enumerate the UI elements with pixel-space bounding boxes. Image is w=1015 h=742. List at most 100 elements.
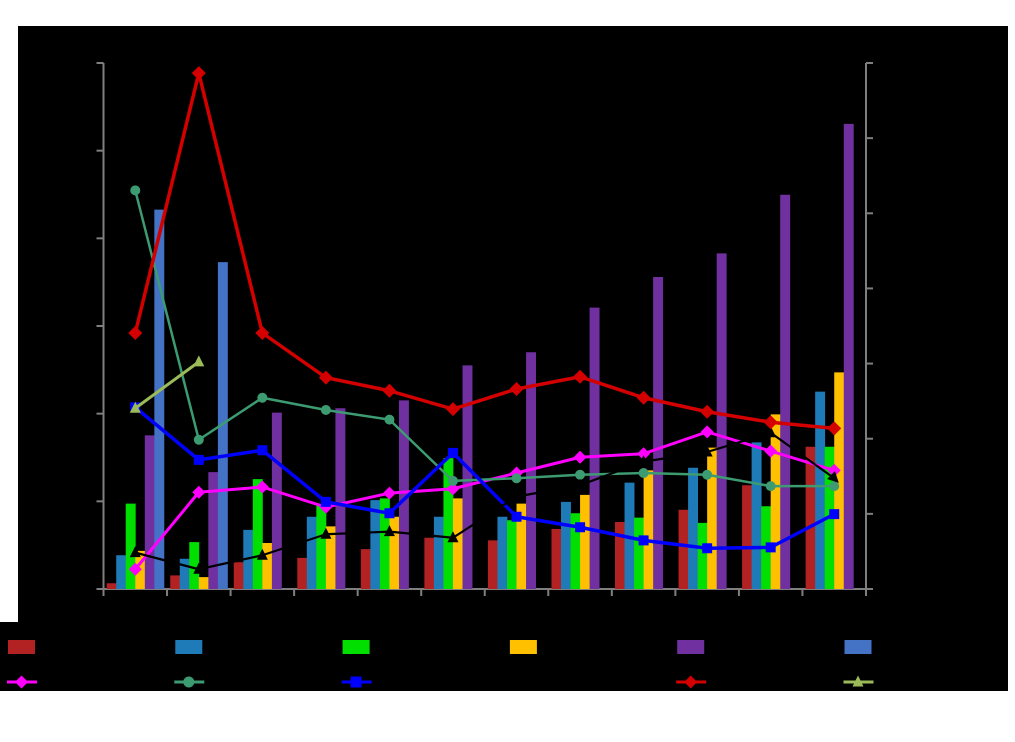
line-red-marker-cat12 [827,421,842,436]
line-black-marker-cat7 [511,490,523,502]
bar-bars-dark-red-cat10 [678,509,689,589]
line-sea-green-marker-cat2 [193,434,204,445]
line-magenta-marker-cat12 [827,463,841,477]
legend-line-marker-5 [684,675,698,689]
line-yellow-green [133,360,201,410]
line-red-marker-cat5 [382,383,397,398]
bar-bars-purple-cat4 [335,408,346,589]
line-blue-marker-cat5 [384,508,395,519]
bar-bars-steel-blue-cat2 [179,558,190,589]
legend-bar-swatch-1 [8,640,35,654]
bar-bars-dark-red-cat1 [106,583,117,589]
line-black-marker-cat12 [827,471,839,483]
bar-bars-dark-red-cat8 [551,529,562,589]
line-blue-marker-cat7 [511,511,522,522]
bar-bars-dark-red-cat3 [233,562,244,589]
bar-bars-gold-cat8 [580,494,590,589]
bar-bars-purple-cat6 [462,365,473,589]
bar-bars-gold-cat7 [516,503,527,589]
bar-bars-purple-cat8 [589,307,600,589]
line-magenta-marker-cat8 [573,450,587,464]
bar-bars-green-cat8 [570,513,581,589]
line-black-marker-cat5 [383,525,395,537]
line-magenta-marker-cat9 [637,447,651,461]
legend-line-marker-1 [15,675,28,689]
line-blue [133,405,836,550]
line-sea-green-marker-cat7 [511,473,522,484]
line-blue-marker-cat10 [702,543,713,554]
line-red-marker-cat7 [509,382,524,396]
bar-bars-gold-cat5 [389,516,400,589]
bar-bars-steel-blue-cat7 [497,516,508,589]
bar-bars-royal-blue-cat1 [154,209,165,589]
bar-bars-dark-red-cat9 [615,522,625,589]
line-red-marker-cat11 [763,415,778,430]
bar-bars-green-cat6 [443,458,454,589]
line-black [134,431,836,571]
bar-bars-gold-cat2 [198,577,209,589]
line-magenta-marker-cat5 [382,486,396,500]
line-black-marker-cat4 [320,527,332,539]
bar-bars-green-cat5 [379,498,390,589]
bar-bars-dark-red-cat5 [360,549,371,589]
line-red-marker-cat3 [255,326,270,340]
line-magenta-marker-cat10 [700,425,714,439]
bar-bars-steel-blue-cat8 [560,501,571,589]
line-black-marker-cat2 [193,562,205,574]
bar-bars-purple-cat1 [144,435,155,589]
line-sea-green-marker-cat9 [638,468,649,478]
bar-bars-steel-blue-cat12 [815,391,826,589]
bar-bars-dark-red-cat7 [487,540,498,589]
bar-bars-steel-blue-cat5 [370,500,381,589]
line-sea-green-marker-cat6 [447,475,458,486]
bar-bars-purple-cat10 [716,253,727,589]
line-blue-marker-cat3 [257,445,268,456]
legend-bar-swatch-5 [677,640,705,654]
bar-bars-green-cat9 [634,517,645,589]
bar-bars-gold-cat4 [325,526,336,589]
bar-bars-purple-cat3 [271,412,282,589]
bar-bars-purple-cat5 [398,400,409,589]
bar-bars-dark-red-cat2 [170,575,181,589]
line-magenta-marker-cat3 [255,480,269,494]
line-red-marker-cat10 [700,404,715,419]
legend-bar-swatch-4 [509,640,537,654]
line-yellow-green-marker-cat1 [129,401,141,413]
bar-bars-royal-blue-cat2 [217,262,228,589]
line-sea-green-marker-cat8 [575,469,586,480]
bar-bars-green-cat10 [697,522,708,589]
line-black-marker-cat9 [638,455,650,467]
line-yellow-green-marker-cat2 [193,355,205,367]
line-black-marker-cat3 [256,548,268,560]
line-blue-marker-cat2 [193,454,204,465]
bar-bars-green-cat3 [252,479,263,589]
line-sea-green [134,189,836,488]
line-blue-marker-cat6 [447,447,458,458]
line-red [133,71,836,431]
legend-background [0,622,1008,691]
line-black-marker-cat6 [447,531,459,543]
line-sea-green-marker-cat4 [320,405,331,415]
bar-bars-gold-cat6 [452,498,463,589]
line-blue-marker-cat11 [765,542,776,553]
legend-line-marker-4 [517,675,529,687]
bar-bars-green-cat4 [316,505,327,589]
bar-bars-purple-cat2 [208,472,219,589]
bar-bars-dark-red-cat12 [805,446,816,589]
line-blue-marker-cat4 [320,496,331,507]
bar-bars-steel-blue-cat4 [306,516,317,589]
line-red-marker-cat1 [128,326,143,340]
bar-bars-gold-cat3 [262,543,273,589]
bar-bars-purple-cat12 [843,123,854,589]
line-red-marker-cat6 [445,402,460,417]
bar-bars-dark-red-cat4 [297,557,308,589]
line-magenta-marker-cat6 [446,482,460,496]
bar-bars-gold-cat10 [707,447,718,589]
line-magenta-marker-cat2 [192,485,206,499]
legend-line-marker-6 [852,675,864,687]
bar-bars-green-cat7 [506,520,517,589]
bar-bars-purple-cat11 [780,194,791,589]
line-black-marker-cat10 [701,445,713,457]
